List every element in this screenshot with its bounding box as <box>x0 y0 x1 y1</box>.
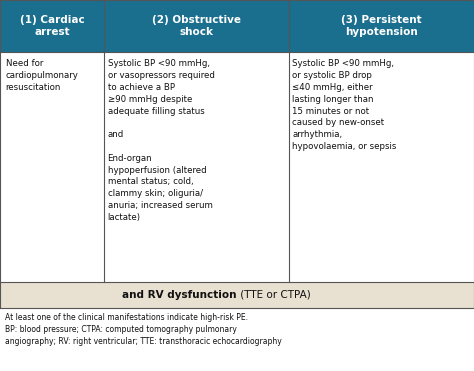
Text: At least one of the clinical manifestations indicate high-risk PE.
BP: blood pre: At least one of the clinical manifestati… <box>5 313 282 346</box>
Text: (3) Persistent
hypotension: (3) Persistent hypotension <box>341 15 422 37</box>
Bar <box>0 308 474 371</box>
Text: (2) Obstructive
shock: (2) Obstructive shock <box>152 15 241 37</box>
Bar <box>0 282 474 308</box>
Text: Systolic BP <90 mmHg,
or vasopressors required
to achieve a BP
≥90 mmHg despite
: Systolic BP <90 mmHg, or vasopressors re… <box>108 59 214 222</box>
Bar <box>0 52 474 282</box>
Bar <box>0 0 474 52</box>
Text: (1) Cardiac
arrest: (1) Cardiac arrest <box>20 15 84 37</box>
Text: (TTE or CTPA): (TTE or CTPA) <box>237 290 311 300</box>
Text: Systolic BP <90 mmHg,
or systolic BP drop
≤40 mmHg, either
lasting longer than
1: Systolic BP <90 mmHg, or systolic BP dro… <box>292 59 397 151</box>
Text: and RV dysfunction: and RV dysfunction <box>122 290 237 300</box>
Text: Need for
cardiopulmonary
resuscitation: Need for cardiopulmonary resuscitation <box>6 59 79 92</box>
